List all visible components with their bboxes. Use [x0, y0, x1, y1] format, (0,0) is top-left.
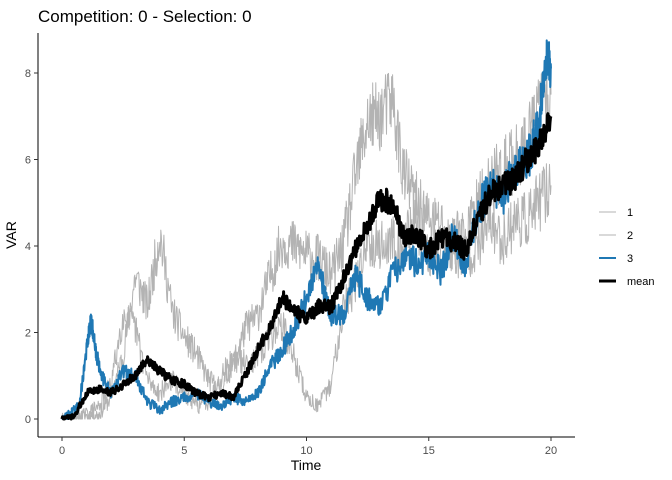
y-tick-label: 2 [25, 328, 31, 340]
series-line-mean [60, 112, 553, 421]
plot-area: 0 5 10 15 20 0 2 4 6 8 [25, 33, 575, 457]
legend-label-3: 3 [627, 253, 633, 265]
x-tick-label: 10 [300, 445, 312, 457]
chart-title: Competition: 0 - Selection: 0 [38, 7, 252, 26]
legend-label-2: 2 [627, 230, 633, 242]
y-ticks: 0 2 4 6 8 [25, 68, 38, 426]
y-tick-label: 4 [25, 241, 31, 253]
y-tick-label: 8 [25, 68, 31, 80]
y-axis-title: VAR [3, 221, 19, 249]
x-tick-label: 15 [423, 445, 435, 457]
y-tick-label: 6 [25, 155, 31, 167]
x-tick-label: 0 [59, 445, 65, 457]
legend-label-mean: mean [627, 276, 655, 288]
series-layer [60, 39, 553, 421]
legend: 1 2 3 mean [599, 207, 655, 288]
series-line-1 [62, 72, 552, 420]
x-tick-label: 5 [181, 445, 187, 457]
y-tick-label: 0 [25, 414, 31, 426]
x-tick-label: 20 [545, 445, 557, 457]
x-axis-title: Time [291, 457, 322, 473]
series-line-3 [61, 39, 552, 420]
legend-label-1: 1 [627, 207, 633, 219]
x-ticks: 0 5 10 15 20 [59, 437, 557, 457]
